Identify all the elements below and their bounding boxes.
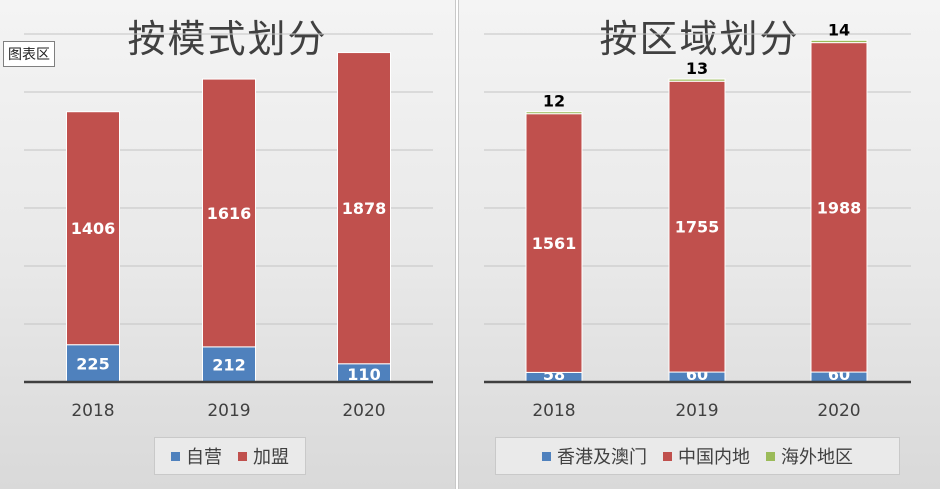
legend-label: 香港及澳门 [557, 447, 647, 468]
legend-item: 加盟 [238, 443, 289, 469]
legend-label: 海外地区 [781, 447, 853, 468]
bar-segment [525, 111, 583, 115]
x-tick-label: 2018 [71, 401, 114, 421]
legend-label: 中国内地 [678, 447, 750, 468]
bar-segment [337, 52, 391, 365]
data-label: 225 [76, 354, 109, 373]
bar-segment [810, 39, 868, 44]
legend-item: 中国内地 [663, 443, 750, 469]
chart-title: 按区域划分 [599, 17, 800, 61]
legend-label: 加盟 [253, 447, 289, 468]
data-label: 1755 [675, 218, 720, 237]
chart-panel-by-mode: 按模式划分 225 1406 2018 212 1616 2019 110 1878 2020 … [0, 0, 456, 489]
bar-chart-by-mode: 225 1406 2018 212 1616 2019 110 1878 2020 [24, 33, 433, 421]
x-tick-label: 2020 [817, 401, 860, 421]
bar-segment [668, 78, 726, 82]
data-label: 1561 [532, 234, 577, 253]
data-label: 13 [686, 59, 708, 78]
legend-item: 自营 [171, 443, 222, 469]
legend-label: 自营 [186, 447, 222, 468]
x-tick-label: 2019 [207, 401, 250, 421]
data-label: 212 [212, 355, 245, 374]
legend-item: 海外地区 [766, 443, 853, 469]
data-label: 110 [347, 365, 380, 384]
legend-swatch [171, 451, 180, 461]
data-label: 14 [828, 20, 850, 39]
bar-segment [525, 113, 583, 373]
data-label: 1988 [817, 198, 862, 217]
chart-legend: 香港及澳门 中国内地 海外地区 [495, 437, 900, 475]
x-tick-label: 2018 [532, 401, 575, 421]
bar-segment [66, 111, 120, 346]
data-label: 1616 [207, 204, 252, 223]
data-label: 12 [543, 92, 565, 111]
bar-segment [202, 78, 256, 348]
legend-swatch [542, 451, 551, 461]
x-tick-label: 2020 [342, 401, 385, 421]
x-tick-label: 2019 [675, 401, 718, 421]
chart-legend: 自营 加盟 [154, 437, 306, 475]
data-label: 1878 [342, 199, 387, 218]
data-label: 1406 [71, 219, 116, 238]
legend-swatch [766, 451, 775, 461]
bar-segment [810, 42, 868, 373]
legend-swatch [238, 451, 247, 461]
chart-title: 按模式划分 [127, 17, 328, 61]
chart-area-tooltip: 图表区 [3, 41, 55, 67]
chart-panel-by-region: 按区域划分 58 1561 12 2018 60 1755 13 2019 60 1988 14 20… [458, 0, 940, 489]
legend-item: 香港及澳门 [542, 443, 647, 469]
legend-swatch [663, 451, 672, 461]
